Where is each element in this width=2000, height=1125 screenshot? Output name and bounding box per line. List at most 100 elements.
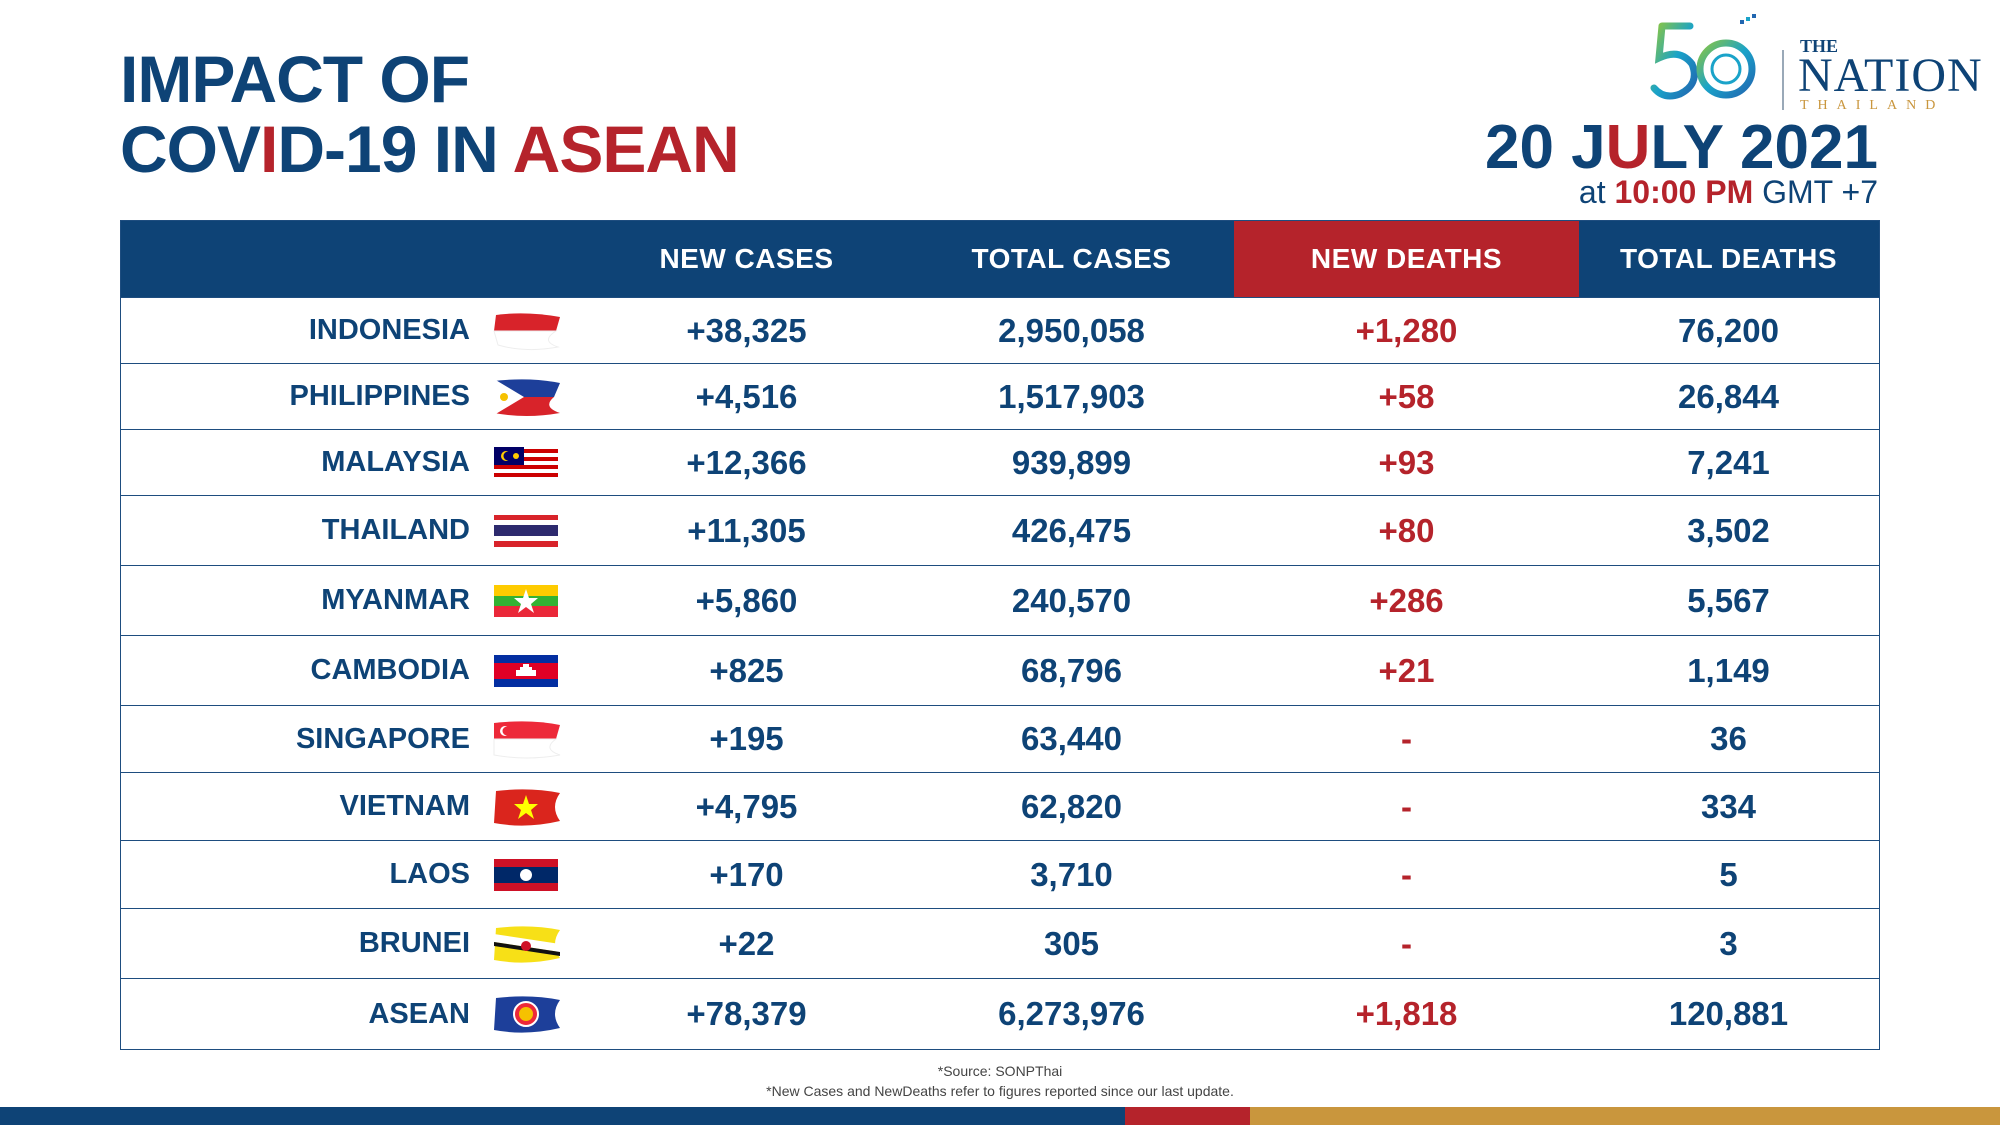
table-row: THAILAND +11,305 426,475 +80 3,502 [121,495,1879,565]
total-cases: 305 [1043,924,1100,962]
country-name: PHILIPPINES [289,380,471,412]
total-deaths: 334 [1700,787,1757,825]
table-row: VIETNAM +4,795 62,820 - 334 [121,772,1879,840]
total-cases: 1,517,903 [998,377,1145,415]
new-cases: +4,795 [695,787,798,825]
brunei-flag-icon [494,925,560,963]
new-deaths: +21 [1378,651,1435,689]
new-deaths: +286 [1369,581,1444,619]
new-cases: +170 [709,855,784,893]
title-line-1: IMPACT OF [120,42,470,116]
header-total-cases: TOTAL CASES [971,243,1172,274]
total-cases: 62,820 [1021,787,1122,825]
new-deaths: - [1401,855,1412,893]
total-cases: 3,710 [1030,855,1113,893]
header-total-deaths: TOTAL DEATHS [1619,243,1838,274]
50th-anniversary-icon [1650,14,1756,100]
total-cases: 68,796 [1021,651,1122,689]
total-cases: 2,950,058 [998,311,1145,349]
table-row: MALAYSIA +12,366 939,899 +93 7,241 [121,429,1879,495]
country-name: VIETNAM [339,790,471,822]
indonesia-flag-icon [493,312,560,350]
total-deaths: 76,200 [1678,311,1779,349]
covid-table: NEW CASES TOTAL CASES NEW DEATHS TOTAL D… [120,220,1880,1050]
country-name: ASEAN [368,997,470,1030]
malaysia-flag-icon [494,446,558,479]
country-name: LAOS [389,858,470,890]
vietnam-flag-icon [494,788,560,826]
new-deaths: - [1401,924,1412,962]
total-deaths: 3 [1719,924,1738,962]
country-name: MALAYSIA [321,446,470,478]
footer-bar-red [1125,1107,1250,1125]
asean-flag-icon [494,996,560,1033]
country-name: BRUNEI [358,927,470,959]
report-date: 20 JULY 2021 [1484,113,1878,182]
header-country [121,221,584,297]
footer-bar-blue [0,1107,1125,1125]
singapore-flag-icon [493,721,561,759]
title-line-2: COVID-19 IN ASEAN [120,112,740,186]
new-cases: +5,860 [695,581,798,619]
total-deaths: 1,149 [1687,651,1770,689]
page-title: IMPACT OF COVID-19 IN ASEAN [120,42,740,186]
new-cases: +78,379 [686,995,807,1032]
footer-bar-gold [1250,1107,2000,1125]
country-name: CAMBODIA [310,654,471,686]
new-deaths: +80 [1378,511,1435,549]
total-cases: 63,440 [1021,720,1122,757]
table-row: CAMBODIA +825 68,796 +21 1,149 [121,635,1879,705]
country-name: MYANMAR [321,584,470,616]
header-new-deaths: NEW DEATHS [1234,221,1579,297]
nation-thailand-logo: THE NATION THAILAND [1650,14,1985,113]
logo-the: THE [1800,36,1839,56]
total-deaths: 5,567 [1687,581,1770,619]
header-new-cases: NEW CASES [659,243,834,274]
table-row: MYANMAR +5,860 240,570 +286 5,567 [121,565,1879,635]
new-deaths: +1,280 [1355,311,1458,349]
new-cases: +4,516 [695,377,798,415]
update-note: *New Cases and NewDeaths refer to figure… [766,1083,1234,1099]
new-cases: +11,305 [687,511,806,549]
table-row: INDONESIA +38,325 2,950,058 +1,280 76,20… [121,297,1879,363]
source-note: *Source: SONPThai [937,1063,1063,1079]
new-deaths: +58 [1378,377,1435,415]
myanmar-flag-icon [494,584,558,617]
logo-divider [1782,50,1784,110]
report-time: at 10:00 PM GMT +7 [1578,174,1878,210]
total-cases: 240,570 [1011,581,1132,619]
thailand-flag-icon [494,514,558,547]
logo-nation: NATION [1798,49,1983,102]
new-cases: +12,366 [686,443,807,481]
new-cases: +825 [709,651,784,689]
country-name: SINGAPORE [295,722,470,755]
new-deaths: +93 [1378,443,1435,481]
total-cases: 426,475 [1011,511,1132,549]
new-deaths: - [1401,720,1412,757]
table-row: ASEAN +78,379 6,273,976 +1,818 120,881 [121,978,1879,1049]
total-deaths: 7,241 [1687,443,1770,481]
new-cases: +38,325 [686,311,807,349]
table-row: SINGAPORE +195 63,440 - 36 [121,705,1879,772]
logo-thailand: THAILAND [1800,98,1945,113]
total-deaths: 36 [1710,720,1747,757]
table-row: BRUNEI +22 305 - 3 [121,908,1879,978]
total-cases: 6,273,976 [998,995,1145,1032]
country-name: THAILAND [321,514,470,546]
total-deaths: 3,502 [1687,511,1770,549]
new-cases: +22 [718,924,775,962]
cambodia-flag-icon [494,654,558,687]
table-header: NEW CASES TOTAL CASES NEW DEATHS TOTAL D… [121,221,1879,297]
table-row: PHILIPPINES +4,516 1,517,903 +58 26,844 [121,363,1879,429]
philippines-flag-icon [494,378,560,416]
total-deaths: 120,881 [1668,995,1789,1032]
total-deaths: 26,844 [1678,377,1779,415]
total-deaths: 5 [1719,855,1738,893]
table-row: LAOS +170 3,710 - 5 [121,840,1879,908]
country-name: INDONESIA [308,314,470,346]
new-deaths: +1,818 [1355,995,1458,1032]
laos-flag-icon [494,858,558,891]
new-cases: +195 [709,720,784,757]
total-cases: 939,899 [1011,443,1132,481]
new-deaths: - [1401,787,1412,825]
